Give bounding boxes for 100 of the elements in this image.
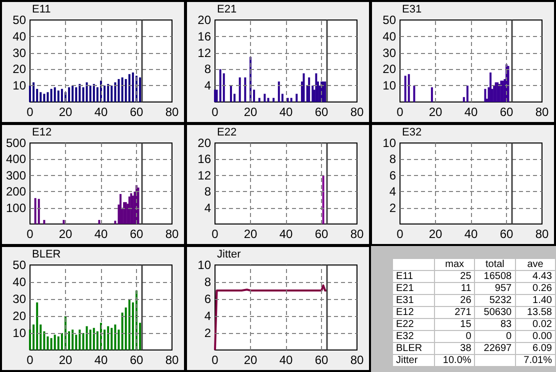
x-tick-label: 0 [396,227,404,241]
x-tick-label: 40 [94,353,108,367]
y-tick-label: 12 [198,46,212,60]
y-tick-label: 20 [198,13,212,27]
y-tick-label: 30 [12,292,26,306]
text: 11 [460,283,472,294]
category-label: ave [515,258,556,270]
text: 0.26 [532,283,552,294]
x-tick-label: 60 [130,353,144,367]
y-tick-label: 300 [6,168,26,182]
y-tick-label: 4 [389,184,396,199]
y-tick-label: 40 [12,29,26,44]
y-tick-label: 4 [204,309,212,323]
x-tick-label: 0 [212,105,219,119]
text: 1.40 [532,295,552,306]
y-tick-label: 40 [12,275,26,289]
x-tick-label: 0 [212,353,219,367]
y-tick-label: 4 [204,78,212,93]
x-tick-label: 80 [165,105,179,119]
y-tick-label: 40 [382,29,396,44]
text: 6.09 [532,343,552,354]
category-label: E32 [396,331,414,342]
x-tick-label: 80 [535,227,549,241]
y-tick-label: 8 [204,184,212,199]
x-tick-label: 0 [212,227,219,241]
category-label: total [474,258,516,270]
x-tick-label: 20 [244,105,258,119]
chart-title: BLER [32,248,61,260]
x-tick-label: 20 [58,105,72,119]
y-tick-label: 20 [382,62,396,76]
y-tick-label: 50 [382,13,396,27]
y-tick-label: 500 [6,136,26,150]
chart-title: E31 [402,4,422,16]
y-tick-label: 30 [12,46,26,60]
y-tick-label: 200 [6,184,26,199]
x-tick-label: 40 [279,227,293,241]
y-tick-label: 20 [12,309,26,323]
category-label: max [434,258,475,270]
text: 0.00 [532,331,552,342]
y-tick-label: 10 [382,136,396,150]
text: 25 [460,271,472,282]
x-tick-label: 20 [428,105,442,119]
x-tick-label: 80 [350,105,364,119]
text: 50630 [484,307,512,318]
chart-title: E12 [32,126,52,138]
x-tick-label: 20 [244,227,258,241]
x-tick-label: 20 [58,227,72,241]
x-tick-label: 20 [244,353,258,367]
x-tick-label: 40 [279,105,293,119]
y-tick-label: 50 [12,258,26,272]
x-tick-label: 60 [314,227,328,241]
x-tick-label: 60 [314,353,328,367]
x-tick-label: 60 [314,105,328,119]
x-tick-label: 40 [464,105,478,119]
text: 83 [500,319,512,330]
y-tick-label: 20 [198,136,212,150]
x-tick-label: 0 [26,353,34,367]
text: 957 [494,283,512,294]
category-label: E21 [396,283,414,294]
y-tick-label: 2 [389,200,396,215]
y-tick-label: 50 [12,13,26,27]
x-tick-label: 80 [165,227,179,241]
text: 0.02 [532,319,552,330]
x-tick-label: 20 [428,227,442,241]
x-tick-label: 40 [279,353,293,367]
category-label: E31 [396,295,414,306]
x-tick-label: 60 [500,105,514,119]
y-tick-label: 10 [198,258,212,272]
text: 7.01% [524,355,552,366]
x-tick-label: 0 [26,105,34,119]
chart-title: E22 [217,126,237,138]
text: 4.43 [532,271,552,282]
x-tick-label: 40 [94,105,108,119]
text: 22697 [484,343,512,354]
text: 38 [460,343,472,354]
text: 16508 [484,271,512,282]
y-tick-label: 20 [12,62,26,76]
y-tick-label: 6 [204,292,212,306]
text: 5232 [489,295,512,306]
x-tick-label: 80 [350,227,364,241]
text: 15 [460,319,472,330]
x-tick-label: 60 [130,227,144,241]
text: 10.0% [442,355,472,366]
chart-title: Jitter [217,248,242,260]
y-tick-label: 8 [204,275,212,289]
y-tick-label: 16 [198,29,212,44]
category-label: Jitter [396,355,418,366]
text: 0 [466,331,472,342]
category-label: E12 [396,307,414,318]
y-tick-label: 400 [6,152,26,166]
y-tick-label: 2 [204,326,212,340]
y-tick-label: 4 [204,200,212,215]
category-label: E22 [396,319,414,330]
y-tick-label: 12 [198,168,212,182]
y-tick-label: 8 [204,62,212,76]
x-tick-label: 80 [535,105,549,119]
x-tick-label: 0 [26,227,34,241]
x-tick-label: 60 [130,105,144,119]
chart-title: E32 [402,126,422,138]
text: 26 [460,295,472,306]
